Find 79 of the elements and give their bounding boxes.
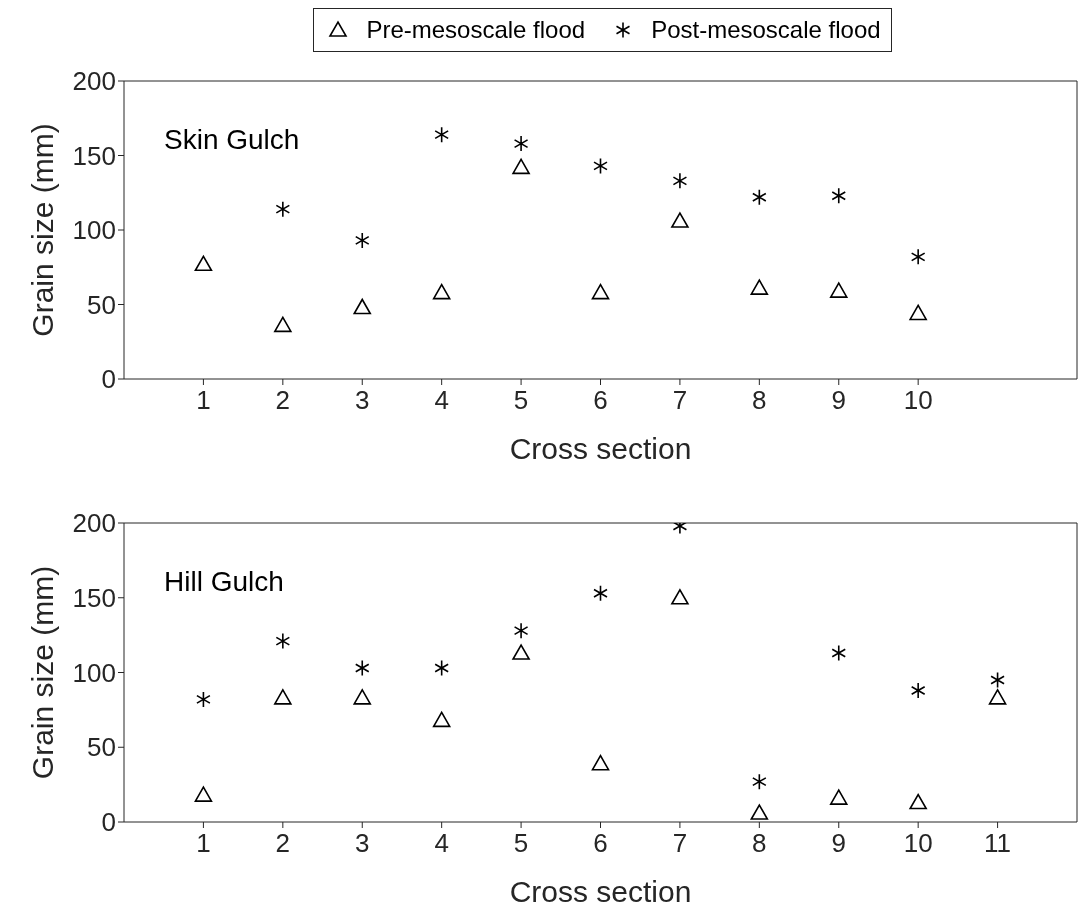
- x-tick-label: 4: [434, 385, 449, 416]
- y-tick-label: 100: [72, 657, 116, 688]
- x-axis-title: Cross section: [509, 875, 692, 908]
- y-tick-label: 150: [72, 140, 116, 171]
- point: [990, 671, 1005, 689]
- x-tick-label: 5: [513, 828, 529, 859]
- point: [671, 588, 689, 605]
- x-tick-label: 2: [275, 385, 291, 416]
- y-tick-label: 150: [72, 582, 116, 613]
- x-tick-label: 7: [672, 385, 688, 416]
- x-tick-label: 1: [196, 385, 211, 416]
- x-tick-label: 6: [593, 385, 608, 416]
- point: [752, 188, 767, 206]
- point: [434, 659, 449, 677]
- point: [353, 689, 372, 705]
- x-tick-label: 10: [903, 828, 933, 859]
- point: [432, 711, 451, 728]
- point: [591, 754, 610, 771]
- point: [910, 682, 926, 699]
- x-tick-label: 3: [355, 385, 370, 416]
- x-tick-label: 10: [903, 385, 933, 416]
- y-tick-label: 50: [87, 732, 116, 763]
- y-axis-title: Grain size (mm): [25, 565, 59, 780]
- y-tick-label: 50: [87, 289, 116, 320]
- point: [752, 773, 767, 790]
- point: [750, 804, 769, 820]
- point: [275, 200, 291, 218]
- point: [194, 786, 213, 802]
- x-tick-label: 8: [752, 385, 767, 416]
- annotation: Hill Gulch: [164, 566, 284, 598]
- point: [909, 304, 927, 321]
- point: [831, 187, 847, 205]
- point: [910, 248, 926, 266]
- point: [353, 298, 372, 315]
- point: [909, 793, 927, 810]
- y-tick-label: 100: [72, 215, 116, 246]
- x-tick-label: 3: [355, 828, 370, 859]
- point: [672, 172, 688, 190]
- point: [513, 135, 529, 152]
- y-tick-label: 200: [72, 66, 116, 97]
- x-tick-label: 5: [513, 385, 529, 416]
- point: [354, 659, 370, 677]
- annotation: Skin Gulch: [164, 124, 300, 156]
- x-tick-label: 9: [831, 385, 846, 416]
- point: [194, 255, 213, 272]
- point: [593, 157, 608, 175]
- legend-label: Pre-mesoscale flood: [366, 16, 586, 44]
- x-tick-label: 9: [831, 828, 846, 859]
- point: [513, 622, 529, 639]
- y-tick-label: 0: [101, 364, 116, 395]
- x-tick-label: 11: [984, 828, 1012, 859]
- point: [354, 232, 370, 249]
- x-axis-title: Cross section: [509, 432, 692, 465]
- point: [274, 316, 292, 333]
- x-tick-label: 4: [434, 828, 449, 859]
- point: [512, 644, 530, 660]
- point: [512, 158, 530, 175]
- point: [196, 691, 211, 708]
- x-tick-label: 6: [593, 828, 608, 859]
- y-axis-title: Grain size (mm): [25, 123, 59, 337]
- point: [593, 584, 608, 602]
- point: [750, 279, 769, 295]
- point: [432, 283, 451, 300]
- point: [829, 282, 848, 298]
- point: [671, 212, 689, 228]
- point: [831, 644, 847, 662]
- point: [591, 283, 610, 300]
- point: [434, 126, 449, 143]
- point: [829, 789, 848, 805]
- point: [988, 689, 1007, 705]
- x-tick-label: 8: [752, 828, 767, 859]
- y-tick-label: 200: [72, 508, 116, 539]
- legend-label: Post-mesoscale flood: [651, 16, 881, 44]
- x-tick-label: 7: [672, 828, 688, 859]
- point: [275, 632, 291, 650]
- x-tick-label: 1: [196, 828, 211, 859]
- x-tick-label: 2: [275, 828, 291, 859]
- point: [274, 689, 292, 705]
- y-tick-label: 0: [101, 807, 116, 838]
